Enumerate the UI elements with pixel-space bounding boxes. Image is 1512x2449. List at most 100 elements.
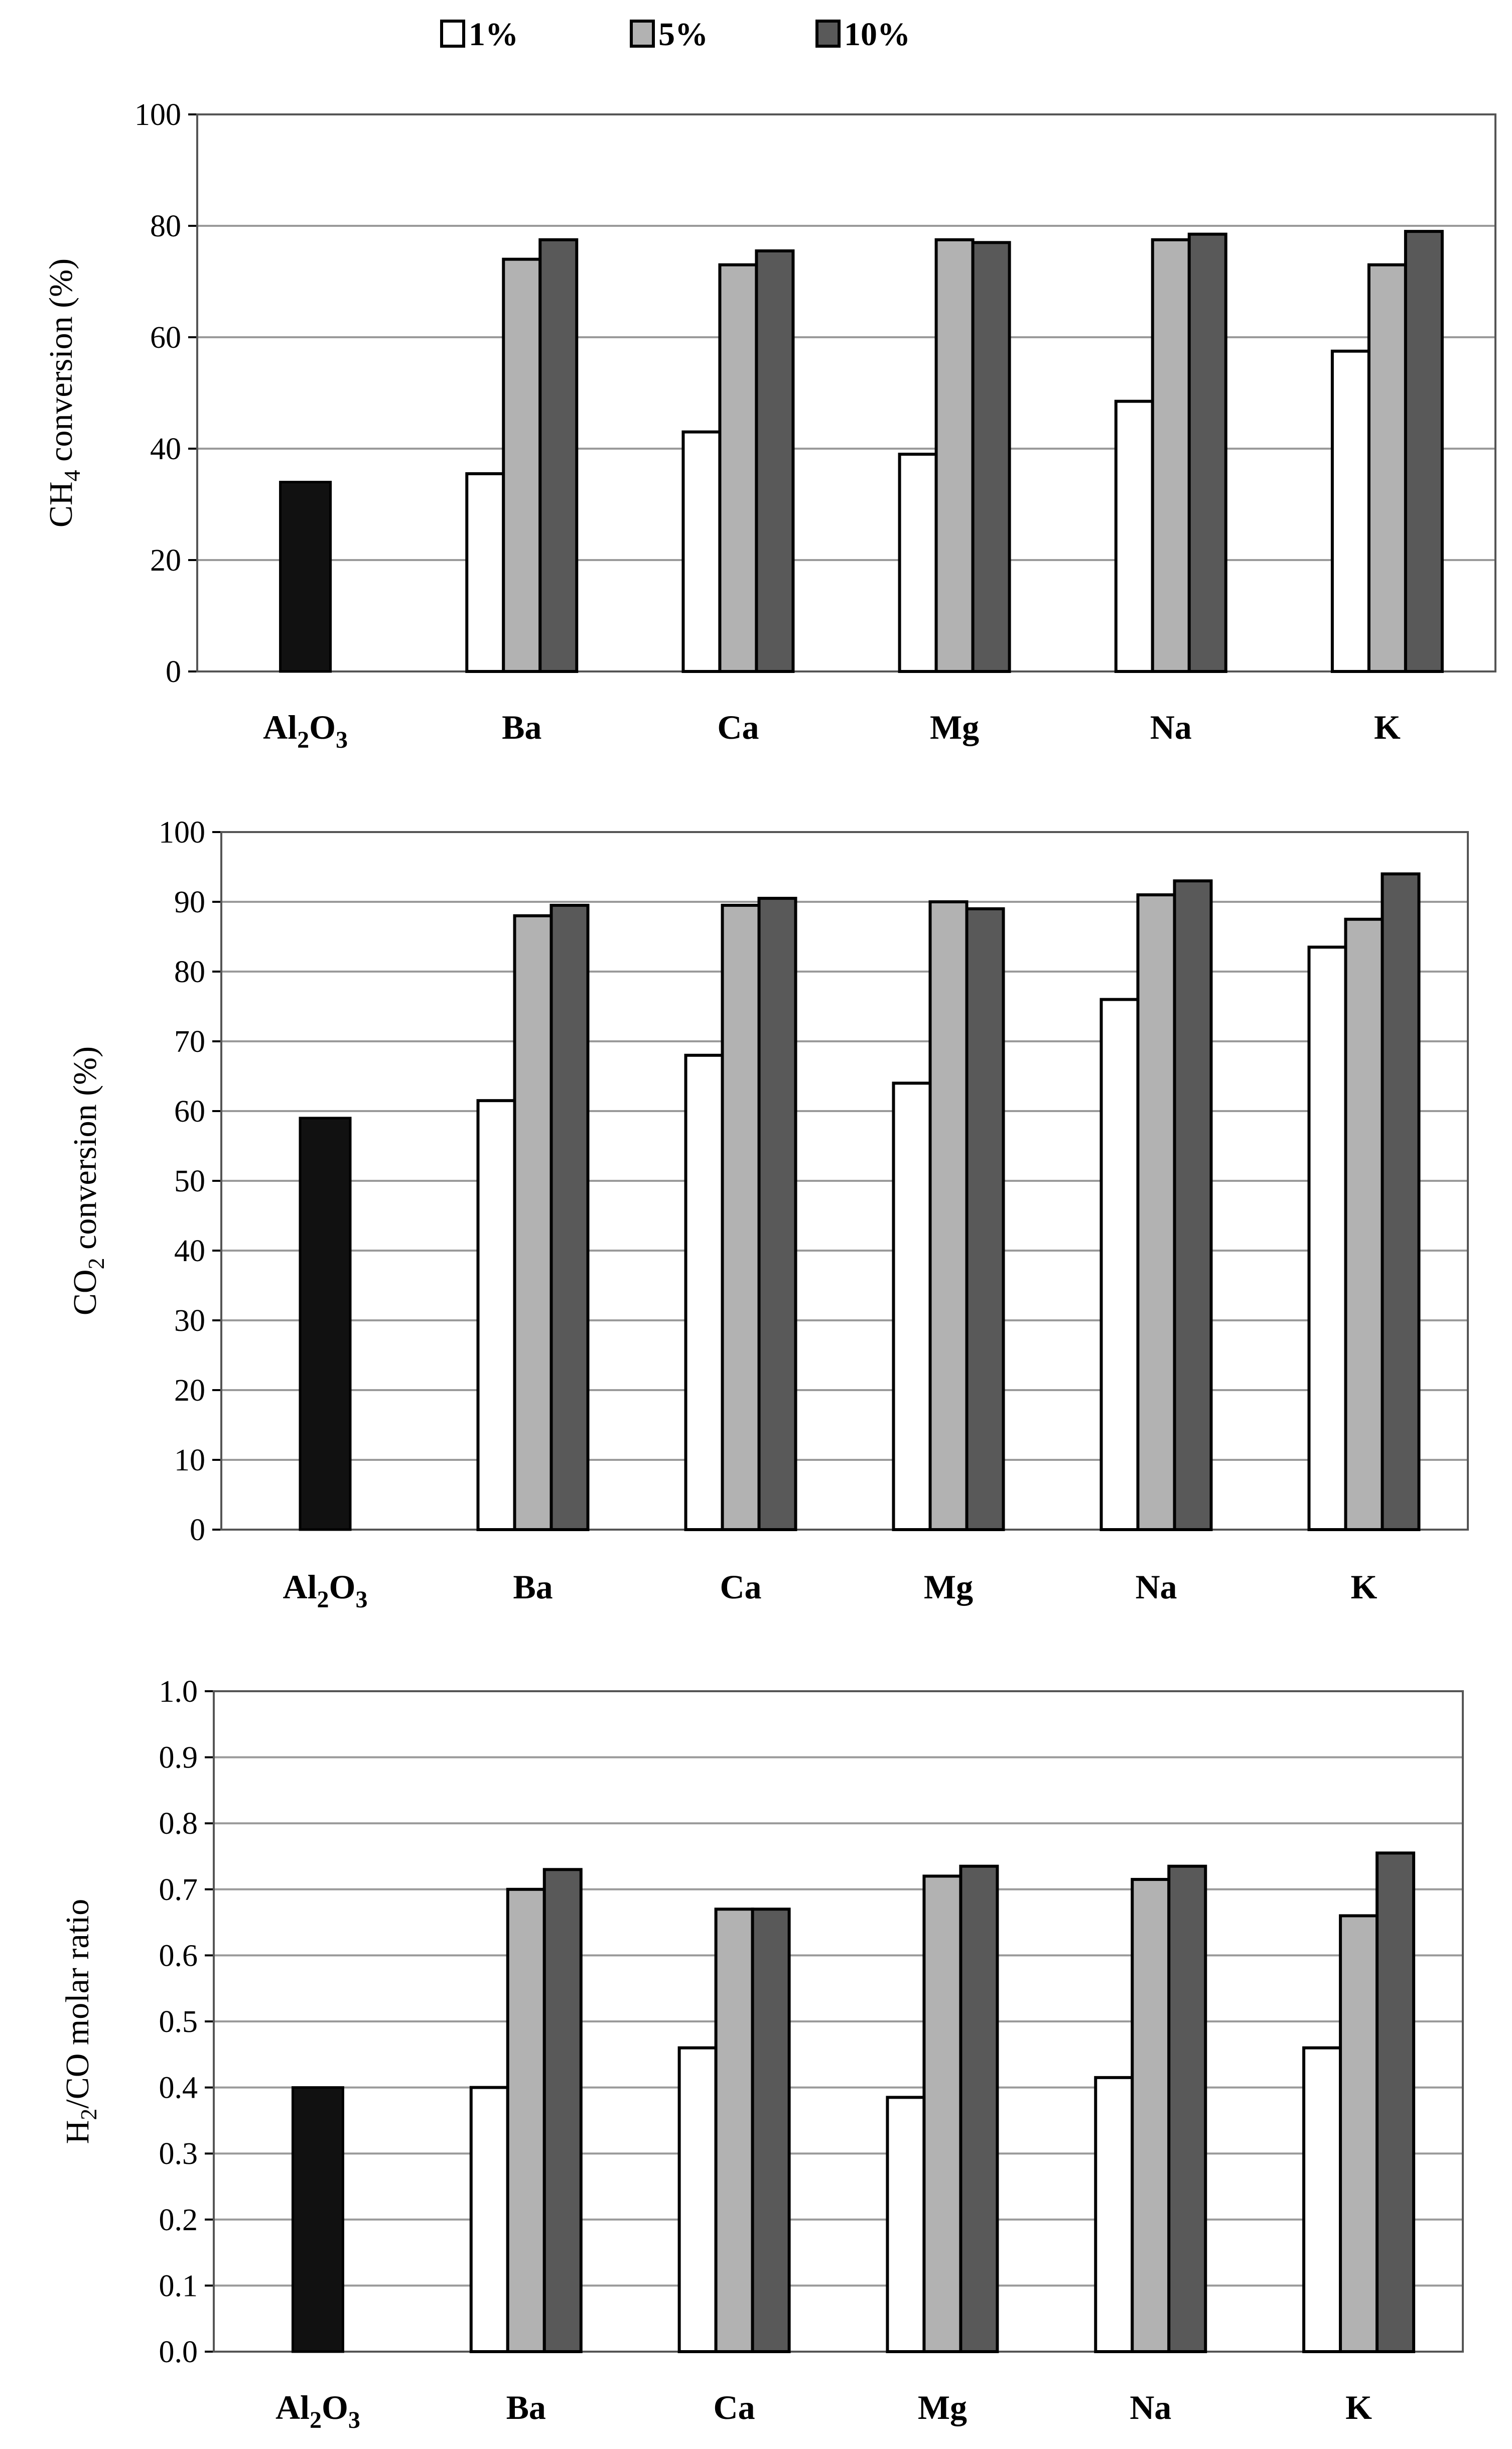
y-tick-label: 80 [174,955,205,989]
category-label: Mg [918,2388,967,2426]
bar-ten-percent-na [1187,232,1227,673]
bar-ten-percent-k [1381,872,1421,1531]
bar-ten-percent-ba [542,1868,583,2354]
y-tick-label: 90 [174,885,205,919]
y-tick-label: 20 [150,543,181,578]
category-label: Ca [714,2388,755,2426]
category-label: Ca [720,1568,761,1606]
category-label: Ba [513,1568,553,1606]
y-tick-label: 1.0 [159,1675,198,1709]
y-tick-label: 0.7 [159,1873,198,1907]
bar-five-percent-k [1339,1914,1379,2353]
y-axis-title: CH4 conversion (%) [43,258,85,527]
bar-one-percent-ca [677,2046,718,2353]
bar-five-percent-k [1344,917,1384,1531]
bar-five-percent-k [1367,263,1407,673]
y-tick-label: 60 [150,321,181,355]
bar-one-percent-na [1114,399,1154,673]
bar-ten-percent-ca [757,897,797,1531]
y-axis-title: CO2 conversion (%) [67,1046,109,1315]
category-label: Ca [717,708,759,746]
bar-one-percent-ca [684,1053,724,1532]
bar-five-percent-ca [718,263,758,673]
bar-one-percent-mg [886,2096,926,2353]
bar-al2o3-reference [291,2086,344,2353]
bar-ten-percent-na [1173,879,1213,1531]
legend-swatch-one-percent [440,20,465,48]
legend-label-one-percent: 1% [469,16,518,53]
category-label: Al2O3 [283,1568,368,1613]
plot-area [196,113,1496,672]
co2-conversion-chart: 0 10 20 30 40 50 60 70 80 90 100 Al2O3 Ba Ca Mg Na K CO2 … [67,815,1469,1613]
bar-one-percent-mg [892,1081,932,1531]
category-label: Al2O3 [263,708,348,753]
bar-five-percent-na [1131,1878,1171,2354]
bar-ten-percent-na [1167,1864,1207,2353]
bar-one-percent-ba [476,1099,516,1531]
y-tick-label: 0 [190,1513,205,1547]
bar-five-percent-ca [714,1908,754,2353]
y-tick-label: 0.6 [159,1939,198,1973]
bar-one-percent-mg [898,453,938,673]
bar-ten-percent-ba [549,903,590,1531]
y-tick-label: 0.1 [159,2269,198,2303]
bar-ten-percent-mg [959,1864,999,2353]
bar-one-percent-k [1302,2046,1342,2353]
y-tick-label: 0.2 [159,2203,198,2237]
y-tick-label: 30 [174,1304,205,1338]
legend-label-five-percent: 5% [658,16,708,53]
category-label: Na [1130,2388,1171,2426]
category-label: Na [1150,708,1192,746]
bar-five-percent-na [1151,238,1191,673]
bar-one-percent-k [1307,945,1347,1531]
category-label: K [1374,708,1401,746]
h2-co-ratio-chart: 0.0 0.1 0.2 0.3 0.4 0.5 0.6 0.7 0.8 0.9 1.0 Al2O3 Ba… [59,1675,1464,2433]
y-tick-label: 0.4 [159,2071,198,2105]
y-tick-label: 40 [174,1234,205,1268]
y-tick-label: 0.9 [159,1741,198,1775]
legend: 1% 5% 10% [440,16,910,53]
category-label: K [1351,1568,1378,1606]
y-tick-label: 70 [174,1025,205,1059]
legend-swatch-ten-percent [815,20,841,48]
bar-five-percent-mg [934,238,975,673]
bar-five-percent-na [1136,893,1176,1531]
bar-one-percent-na [1099,998,1140,1531]
y-tick-label: 80 [150,209,181,243]
bar-ten-percent-mg [971,241,1011,673]
bar-five-percent-ba [513,914,553,1531]
bar-five-percent-ba [506,1887,546,2354]
bar-ten-percent-ca [751,1908,791,2353]
plot-area [213,1690,1464,2353]
bar-five-percent-mg [922,1874,963,2353]
category-label: K [1345,2388,1372,2426]
y-tick-label: 100 [159,815,205,850]
bar-one-percent-na [1094,2076,1134,2353]
y-tick-label: 50 [174,1164,205,1198]
category-label: Na [1135,1568,1177,1606]
y-tick-label: 60 [174,1095,205,1129]
y-tick-label: 0.8 [159,1807,198,1841]
bar-ten-percent-ca [755,249,795,673]
bar-one-percent-ba [469,2086,509,2354]
category-label: Al2O3 [276,2388,360,2433]
y-tick-label: 40 [150,432,181,466]
category-label: Ba [506,2388,546,2426]
y-tick-label: 0.5 [159,2005,198,2039]
bar-five-percent-ba [502,257,542,673]
bar-ten-percent-mg [965,907,1005,1531]
y-axis-title: H2/CO molar ratio [59,1899,101,2144]
y-tick-label: 0.3 [159,2137,198,2171]
legend-label-ten-percent: 10% [844,16,910,53]
bar-five-percent-ca [721,903,761,1531]
bar-one-percent-ca [681,430,722,673]
bar-one-percent-k [1330,349,1370,673]
category-label: Ba [502,708,541,746]
bar-ten-percent-k [1404,230,1444,673]
y-tick-label: 100 [134,98,181,132]
y-tick-label: 0 [166,655,181,689]
bar-al2o3-reference [279,481,332,673]
y-tick-label: 10 [174,1443,205,1477]
y-tick-label: 0.0 [159,2335,198,2369]
